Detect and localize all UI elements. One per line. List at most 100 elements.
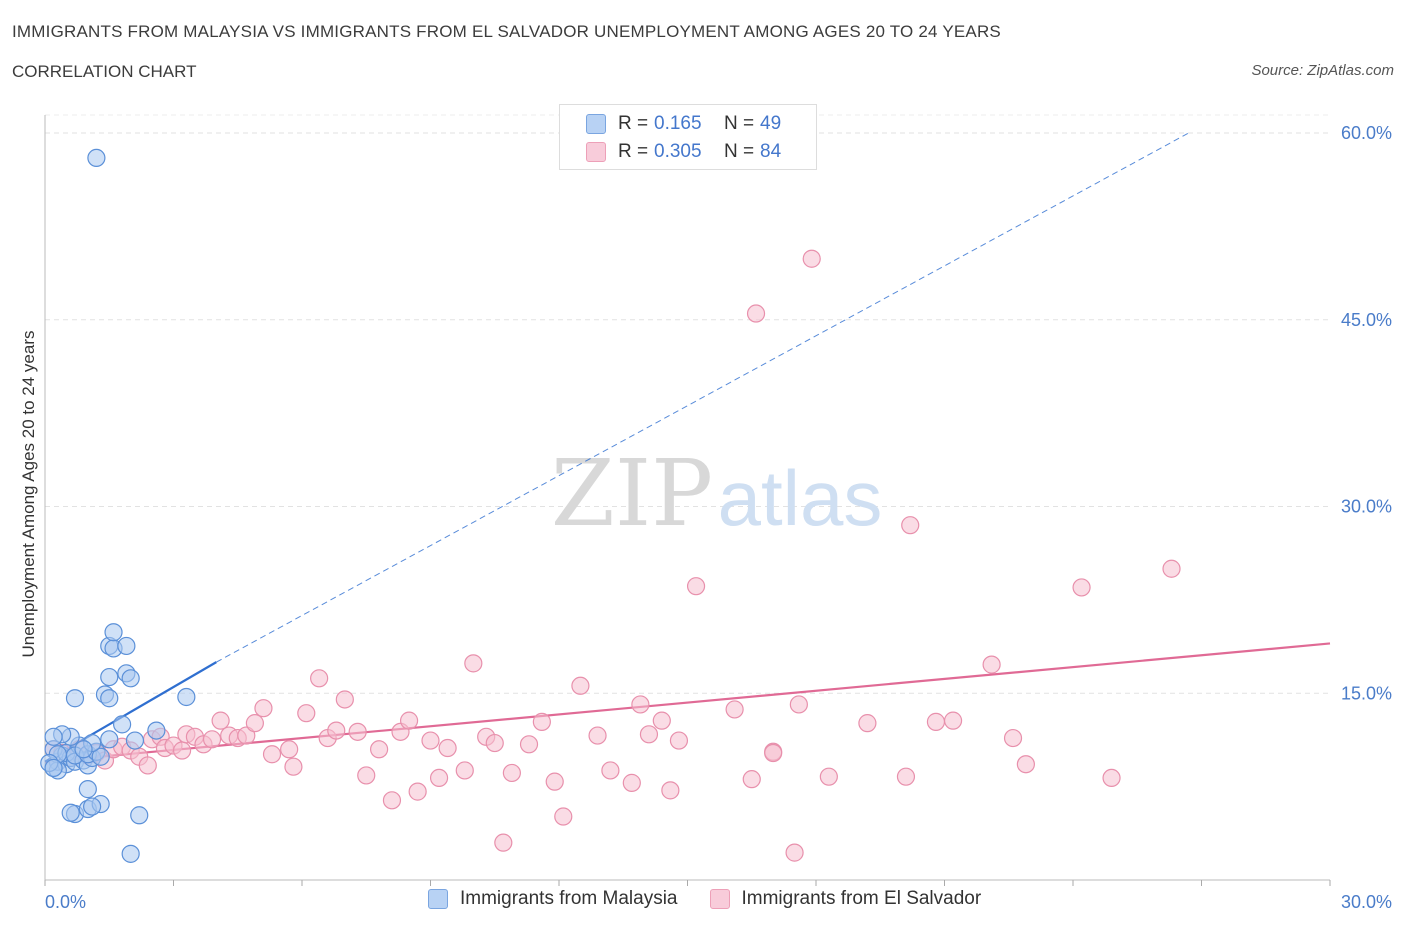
el-salvador-point — [254, 699, 273, 718]
el-salvador-legend-swatch — [709, 889, 730, 909]
el-salvador-point — [202, 730, 222, 749]
el-salvador-point — [348, 722, 367, 741]
chart-title: IMMIGRANTS FROM MALAYSIA VS IMMIGRANTS F… — [12, 22, 1001, 41]
y-tick-label: 45.0% — [1341, 310, 1392, 330]
el-salvador-point — [211, 711, 230, 730]
el-salvador-point — [382, 791, 402, 810]
malaysia-trend-extension — [216, 132, 1189, 663]
chart-subtitle: CORRELATION CHART — [12, 62, 197, 81]
malaysia-point — [83, 797, 102, 816]
el-salvador-point — [1003, 728, 1023, 748]
malaysia-point — [117, 636, 136, 656]
r-label: R = — [618, 113, 649, 134]
el-salvador-point — [310, 669, 329, 688]
malaysia-points — [40, 148, 196, 863]
series-legend: Immigrants from Malaysia Immigrants from… — [428, 888, 1013, 910]
el-salvador-n-value: 84 — [760, 141, 782, 162]
el-salvador-point — [746, 304, 766, 323]
watermark-zip: ZIP — [551, 440, 713, 547]
el-salvador-point — [554, 807, 573, 826]
malaysia-point — [112, 715, 132, 734]
r-label: R = — [618, 141, 649, 162]
grid-lines — [45, 114, 1330, 694]
malaysia-point — [121, 844, 140, 863]
el-salvador-point — [357, 766, 376, 785]
el-salvador-point — [819, 767, 838, 786]
legend-row-el-salvador: R = 0.305 N = 84 — [586, 139, 781, 165]
el-salvador-point — [802, 249, 821, 268]
el-salvador-point — [785, 843, 804, 862]
malaysia-point — [44, 727, 63, 746]
el-salvador-point — [237, 726, 256, 745]
malaysia-point — [100, 689, 119, 708]
malaysia-point — [130, 806, 149, 825]
malaysia-point — [121, 669, 140, 688]
malaysia-point — [74, 740, 93, 759]
el-salvador-point — [370, 740, 389, 759]
el-salvador-point — [652, 711, 671, 730]
el-salvador-point — [494, 833, 513, 852]
correlation-legend: R = 0.165 N = 49 R = 0.305 N = 84 — [559, 104, 817, 170]
el-salvador-trend-line — [44, 642, 1331, 763]
el-salvador-point — [1016, 755, 1035, 774]
n-label: N = — [724, 113, 755, 134]
el-salvador-point — [421, 731, 440, 750]
malaysia-r-value: 0.165 — [654, 113, 702, 134]
watermark-atlas: atlas — [718, 454, 883, 542]
el-salvador-point — [1162, 559, 1181, 578]
el-salvador-point — [455, 761, 474, 780]
y-axis-title: Unemployment Among Ages 20 to 24 years — [19, 331, 38, 658]
el-salvador-point — [408, 782, 427, 801]
y-tick-labels: 15.0% 30.0% 45.0% 60.0% — [1341, 123, 1392, 703]
malaysia-point — [100, 667, 119, 687]
el-salvador-point — [896, 767, 916, 786]
el-salvador-swatch — [586, 142, 606, 162]
malaysia-point — [104, 623, 123, 642]
el-salvador-point — [399, 711, 419, 730]
el-salvador-point — [502, 763, 521, 783]
x-tick-label-min: 0.0% — [45, 892, 86, 912]
el-salvador-point — [545, 772, 564, 791]
el-salvador-point — [138, 756, 157, 775]
el-salvador-point — [1072, 578, 1091, 597]
el-salvador-point — [901, 516, 920, 535]
axes — [44, 115, 1331, 886]
el-salvador-point — [1102, 768, 1121, 788]
el-salvador-point — [622, 773, 641, 792]
el-salvador-point — [982, 655, 1001, 674]
el-salvador-point — [669, 731, 689, 750]
watermark: ZIP atlas — [551, 440, 882, 547]
n-label: N = — [724, 141, 755, 162]
legend-item-el-salvador[interactable]: Immigrants from El Salvador — [709, 888, 982, 910]
malaysia-point — [61, 803, 80, 822]
el-salvador-point — [172, 741, 192, 760]
el-salvador-point — [742, 770, 761, 789]
el-salvador-point — [588, 726, 607, 745]
el-salvador-point — [601, 761, 620, 780]
y-tick-label: 30.0% — [1341, 497, 1392, 517]
malaysia-legend-swatch — [428, 889, 448, 909]
malaysia-point — [78, 780, 97, 799]
el-salvador-point — [245, 714, 264, 733]
el-salvador-point — [532, 712, 551, 731]
x-tick-label-max: 30.0% — [1341, 892, 1392, 912]
el-salvador-point — [438, 738, 457, 758]
el-salvador-point — [571, 676, 590, 695]
el-salvador-point — [284, 757, 303, 776]
malaysia-legend-label: Immigrants from Malaysia — [460, 888, 678, 909]
source-label: Source: ZipAtlas.com — [1251, 62, 1394, 79]
malaysia-point — [177, 687, 196, 707]
malaysia-point — [44, 758, 63, 778]
el-salvador-point — [631, 695, 650, 714]
malaysia-n-value: 49 — [760, 113, 782, 134]
el-salvador-point — [686, 577, 706, 596]
el-salvador-point — [764, 743, 783, 763]
el-salvador-point — [464, 654, 483, 673]
el-salvador-point — [280, 740, 299, 759]
el-salvador-legend-label: Immigrants from El Salvador — [741, 888, 982, 909]
malaysia-point — [91, 747, 110, 766]
legend-item-malaysia[interactable]: Immigrants from Malaysia — [428, 888, 678, 910]
malaysia-point — [65, 689, 85, 708]
el-salvador-r-value: 0.305 — [654, 141, 702, 162]
